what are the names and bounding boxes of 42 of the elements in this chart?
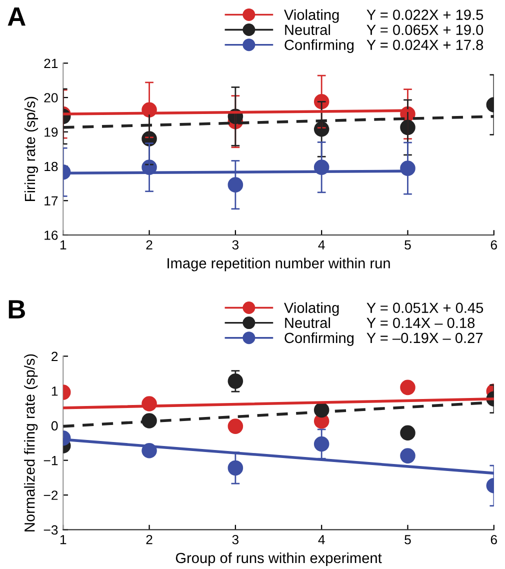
x-tick-label: 1 — [60, 535, 66, 544]
text: Y = 0.051X + 0.45 — [366, 302, 484, 313]
x-tick-label: 2 — [146, 240, 152, 250]
x-axis-title: Group of runs within experiment — [176, 552, 382, 566]
y-tick-label: 21 — [44, 58, 58, 68]
x-tick-label: 6 — [490, 240, 497, 250]
y-tick-label: 0 — [51, 421, 58, 431]
x-tick-label: 6 — [490, 534, 497, 544]
y-tick-label: −1 — [44, 456, 58, 466]
x-tick-label: 2 — [146, 534, 152, 544]
legend-label: Confirming — [284, 332, 354, 346]
y-tick-label: −3 — [44, 525, 58, 535]
y-tick-label: 18 — [44, 162, 58, 172]
x-tick-label: 5 — [404, 240, 411, 250]
y-tick-label: 16 — [44, 230, 58, 240]
x-tick-label: 5 — [404, 535, 411, 544]
y-axis-title: Normalized firing rate (sp/s) — [24, 354, 38, 532]
x-tick-label: 4 — [318, 535, 325, 544]
chart-title: A — [8, 7, 26, 26]
x-tick-label: 3 — [232, 240, 239, 250]
x-tick-label: 4 — [318, 240, 325, 250]
legend-label: Violating — [284, 302, 339, 316]
text: Y = –0.19X – 0.27 — [366, 332, 483, 344]
x-tick-label: 3 — [232, 534, 239, 544]
text: Y = 0.024X + 17.8 — [366, 40, 484, 50]
x-axis-title: Image repetition number within run — [168, 258, 390, 272]
y-tick-label: 19 — [44, 127, 58, 137]
y-axis-title: Firing rate (sp/s) — [24, 96, 38, 201]
y-tick-label: 2 — [52, 352, 58, 361]
legend-label: Confirming — [284, 39, 354, 53]
legend-label: Neutral — [285, 24, 330, 36]
y-tick-label: 1 — [52, 386, 58, 396]
text: Y = 0.065X + 19.0 — [366, 24, 484, 36]
x-tick-label: 1 — [60, 240, 66, 250]
legend-label: Neutral — [285, 317, 330, 328]
text: Y = 0.022X + 19.5 — [366, 10, 484, 20]
y-tick-label: 17 — [44, 196, 58, 206]
y-tick-label: 20 — [44, 93, 58, 102]
y-tick-label: −2 — [44, 490, 58, 500]
chart-title: B — [8, 300, 25, 318]
text: Y = 0.14X – 0.18 — [366, 318, 475, 328]
legend-label: Violating — [284, 9, 339, 23]
